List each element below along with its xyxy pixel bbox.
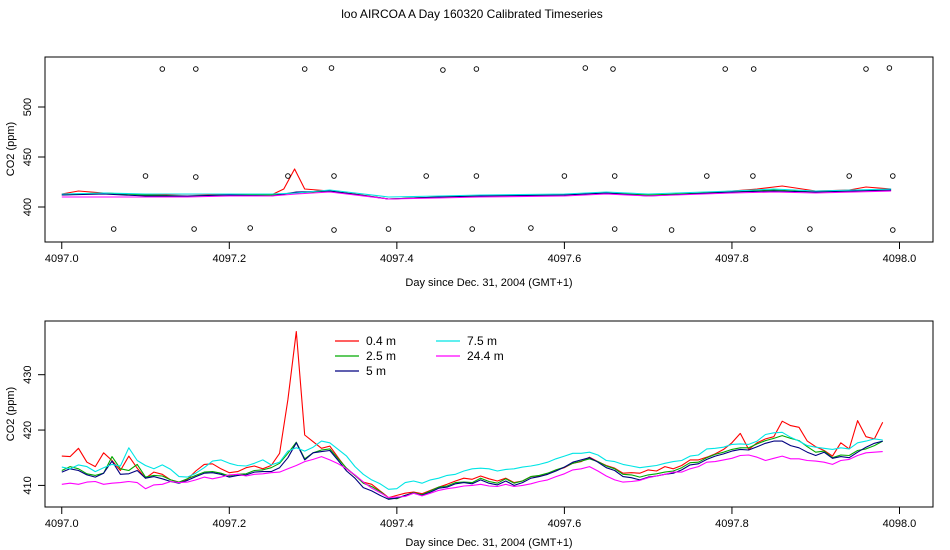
series-line-4 [61, 190, 892, 200]
figure-title: loo AIRCOA A Day 160320 Calibrated Times… [341, 7, 602, 21]
flag-marker [846, 173, 852, 179]
bottom-y-axis: 410 420 430 [22, 366, 46, 495]
legend-label: 5 m [366, 364, 386, 378]
flag-marker [528, 225, 534, 231]
flag-marker [473, 173, 480, 179]
series-line-7-5-m [61, 431, 883, 490]
flag-marker [193, 174, 199, 180]
top-flag-markers [110, 65, 896, 233]
x-tick-label: 4097.0 [45, 518, 79, 530]
flag-marker [469, 226, 475, 232]
flag-marker [159, 66, 166, 72]
flag-marker [561, 173, 568, 179]
x-tick-label: 4097.4 [380, 253, 414, 265]
flag-marker [423, 173, 429, 179]
flag-marker [285, 173, 291, 179]
x-tick-label: 4097.6 [548, 253, 582, 265]
flag-marker [331, 227, 337, 233]
top-y-axis: 400 450 500 [22, 98, 46, 216]
x-tick-label: 4097.2 [212, 518, 246, 530]
top-series-lines [61, 168, 892, 200]
bottom-panel: 4097.0 4097.2 4097.4 4097.6 4097.8 4098.0 410… [5, 320, 934, 549]
legend-label: 24.4 m [467, 349, 504, 363]
x-tick-label: 4098.0 [883, 253, 917, 265]
flag-marker [890, 173, 896, 179]
flag-marker [750, 66, 757, 72]
x-tick-label: 4097.0 [45, 253, 79, 265]
top-x-axis: 4097.0 4097.2 4097.4 4097.6 4097.8 4098.0 [45, 241, 917, 265]
flag-marker [722, 66, 728, 72]
flag-marker [473, 66, 480, 72]
top-panel: 4097.0 4097.2 4097.4 4097.6 4097.8 4098.0 400… [5, 56, 934, 289]
series-line-24-4-m [61, 451, 883, 499]
top-plot-frame [44, 56, 934, 243]
flag-marker [328, 65, 335, 71]
legend-label: 7.5 m [467, 334, 497, 348]
y-tick-label: 500 [22, 98, 34, 116]
flag-marker [301, 66, 308, 72]
y-tick-label: 400 [22, 198, 34, 216]
flag-marker [668, 227, 675, 233]
flag-marker [610, 66, 616, 72]
flag-marker [807, 226, 813, 232]
flag-marker [611, 173, 618, 179]
x-tick-label: 4097.2 [212, 253, 246, 265]
y-tick-label: 420 [22, 421, 34, 439]
bottom-x-axis-label: Day since Dec. 31, 2004 (GMT+1) [405, 537, 572, 549]
flag-marker [440, 67, 446, 73]
series-line-5-m [61, 440, 883, 500]
flag-marker [863, 66, 869, 72]
x-tick-label: 4097.6 [548, 518, 582, 530]
x-tick-label: 4098.0 [883, 518, 917, 530]
flag-marker [331, 173, 337, 179]
x-tick-label: 4097.4 [380, 518, 414, 530]
bottom-x-axis: 4097.0 4097.2 4097.4 4097.6 4097.8 4098.0 [45, 506, 917, 530]
y-tick-label: 450 [22, 148, 34, 166]
flag-marker [110, 226, 117, 232]
flag-marker [886, 65, 893, 71]
series-line-2-5-m [61, 435, 883, 500]
legend-label: 0.4 m [366, 334, 396, 348]
flag-marker [750, 226, 756, 232]
series-line-3 [61, 188, 892, 198]
y-tick-label: 430 [22, 366, 34, 384]
flag-marker [193, 66, 199, 72]
bottom-legend: 0.4 m2.5 m5 m 7.5 m24.4 m [335, 334, 504, 378]
flag-marker [582, 65, 589, 71]
flag-marker [191, 226, 197, 232]
flag-marker [385, 226, 392, 232]
flag-marker [890, 227, 896, 233]
flag-marker [750, 173, 756, 179]
flag-marker [142, 173, 149, 179]
top-x-axis-label: Day since Dec. 31, 2004 (GMT+1) [405, 277, 572, 289]
x-tick-label: 4097.8 [715, 253, 749, 265]
flag-marker [247, 225, 253, 231]
flag-marker [611, 226, 618, 232]
legend-label: 2.5 m [366, 349, 396, 363]
y-tick-label: 410 [22, 476, 34, 494]
flag-marker [704, 173, 710, 179]
bottom-series-lines [61, 330, 884, 500]
top-y-axis-label: CO2 (ppm) [5, 122, 17, 176]
x-tick-label: 4097.8 [715, 518, 749, 530]
bottom-y-axis-label: CO2 (ppm) [5, 387, 17, 441]
